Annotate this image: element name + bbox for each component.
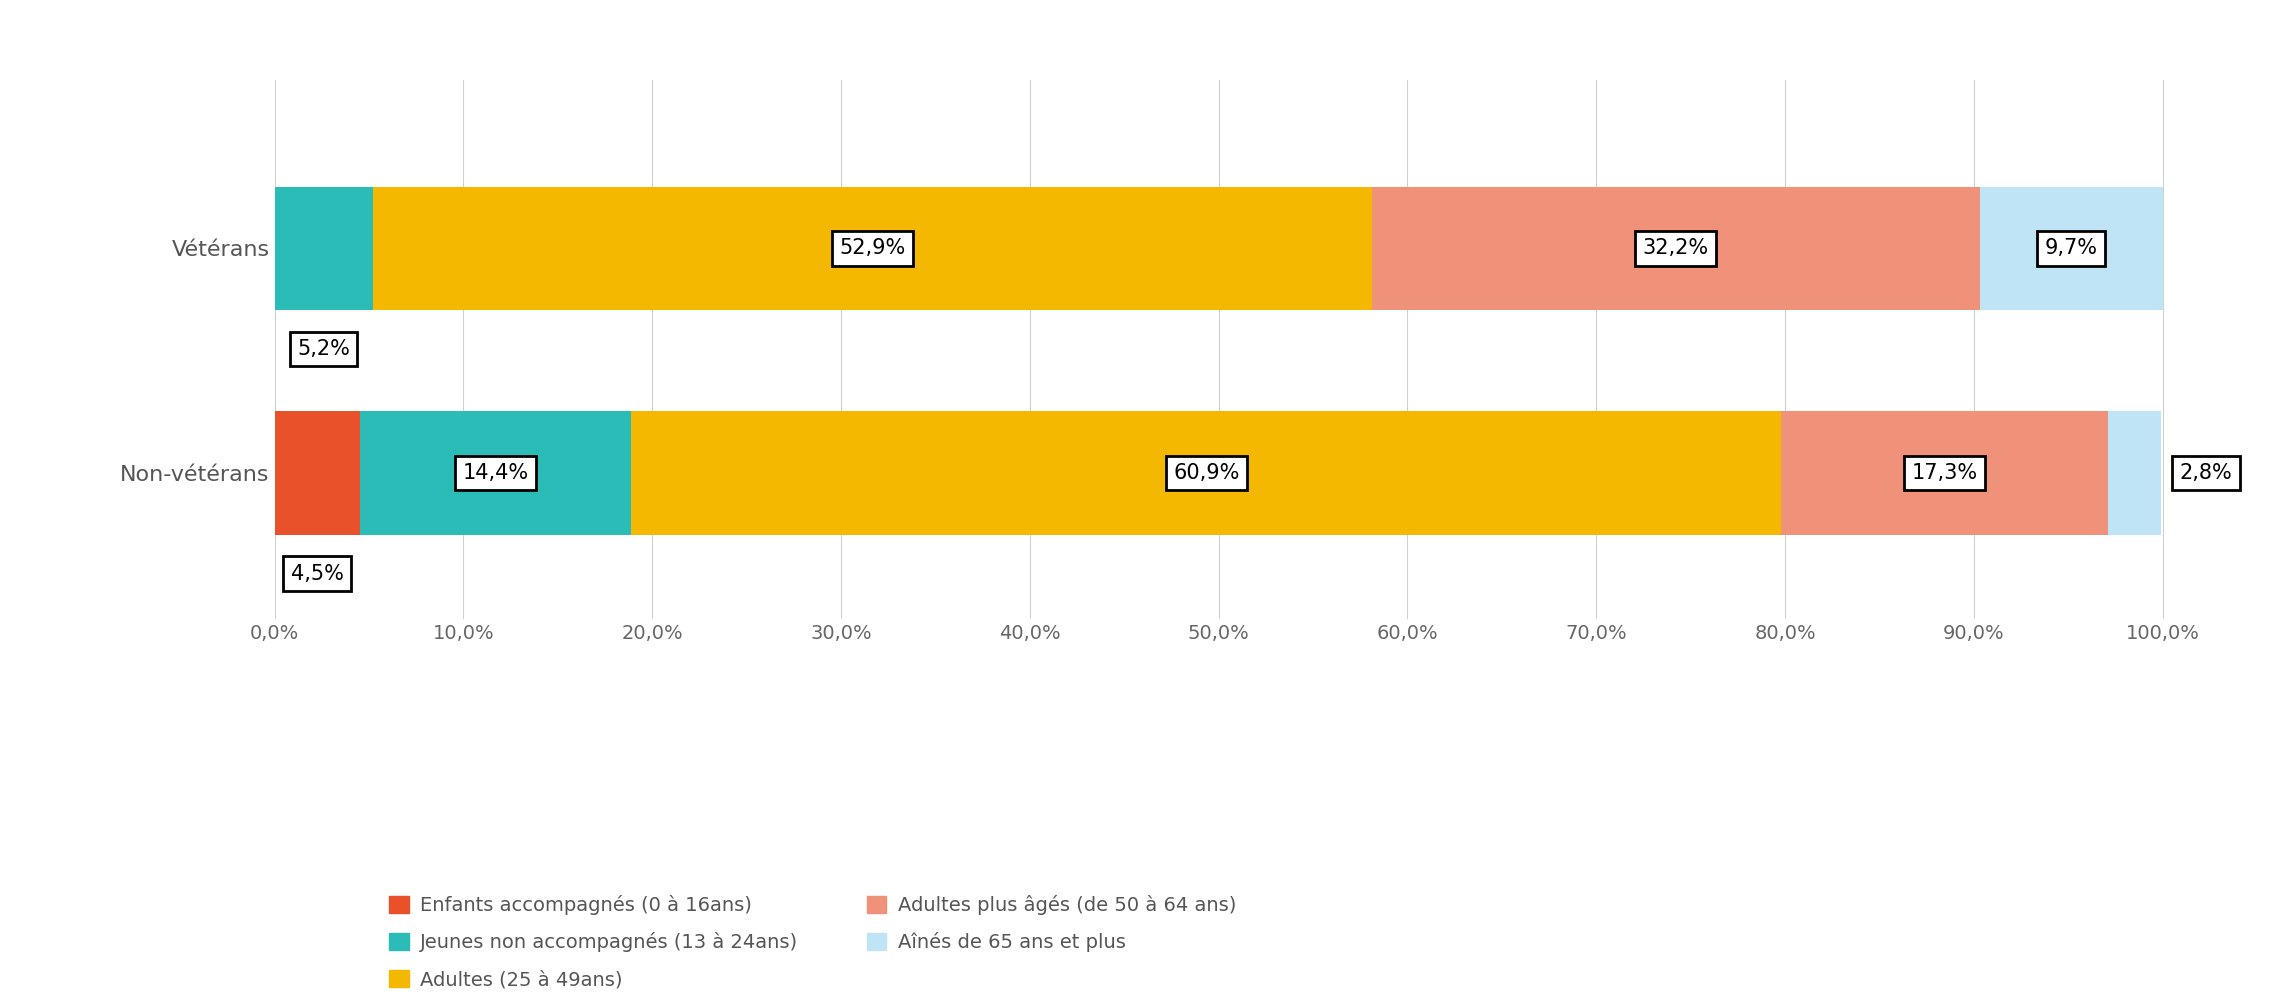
Text: 60,9%: 60,9%: [1174, 463, 1240, 483]
Bar: [1782, 411, 2107, 535]
Bar: [631, 411, 1782, 535]
Text: 4,5%: 4,5%: [291, 564, 343, 584]
Legend: Enfants accompagnés (0 à 16ans), Jeunes non accompagnés (13 à 24ans), Adultes (2: Enfants accompagnés (0 à 16ans), Jeunes …: [382, 887, 1245, 997]
Text: 32,2%: 32,2%: [1643, 239, 1709, 258]
Text: 9,7%: 9,7%: [2045, 239, 2098, 258]
Bar: [1371, 187, 1979, 310]
Text: 5,2%: 5,2%: [297, 339, 350, 359]
Text: 52,9%: 52,9%: [840, 239, 906, 258]
Text: 2,8%: 2,8%: [2180, 463, 2233, 483]
Bar: [373, 187, 1371, 310]
Bar: [1979, 187, 2162, 310]
Bar: [275, 411, 359, 535]
Bar: [275, 187, 373, 310]
Bar: [359, 411, 631, 535]
Text: 14,4%: 14,4%: [462, 463, 529, 483]
Bar: [2107, 411, 2160, 535]
Text: 17,3%: 17,3%: [1910, 463, 1977, 483]
